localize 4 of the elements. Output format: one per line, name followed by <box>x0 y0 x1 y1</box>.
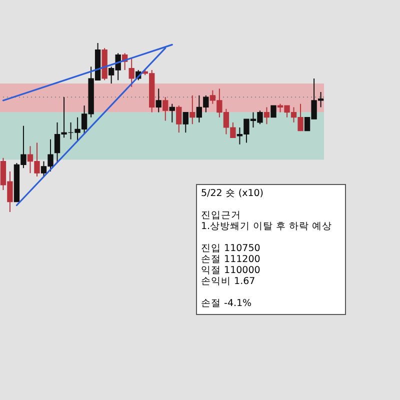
annotation: 진입근거 1.상방쐐기 이탈 후 하락 예상 <box>201 210 334 232</box>
text: 진입 110750 손절 111200 익절 110000 손익비 1.67 <box>201 243 262 287</box>
text: 손절 -4.1% <box>201 298 253 309</box>
annotation: 5/22 숏 (x10) <box>201 188 264 199</box>
